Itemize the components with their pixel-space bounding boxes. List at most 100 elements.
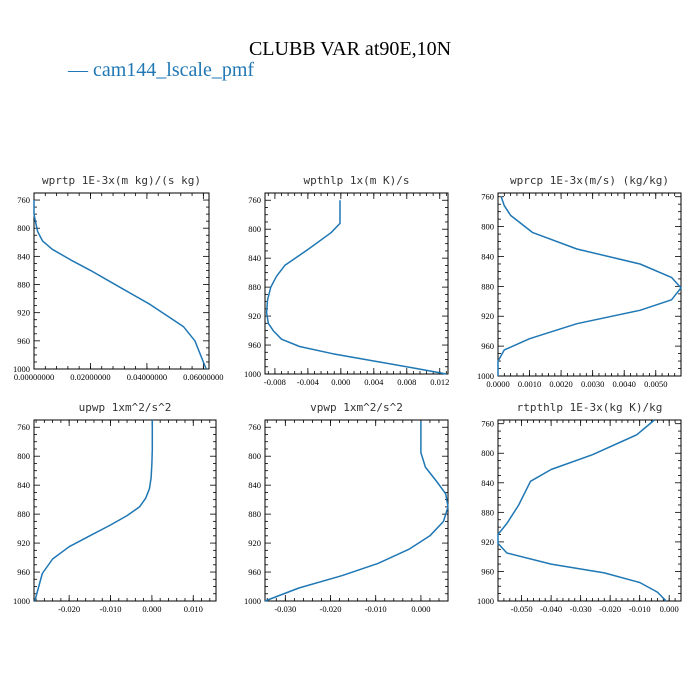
- y-tick-label: 920: [17, 538, 30, 548]
- x-tick-label: -0.010: [365, 604, 387, 614]
- panel-title: vpwp 1xm^2/s^2: [310, 401, 403, 414]
- y-tick-label: 920: [248, 538, 261, 548]
- x-tick-label: -0.030: [570, 604, 592, 614]
- y-tick-label: 760: [17, 195, 30, 205]
- y-tick-label: 1000: [13, 364, 30, 374]
- y-tick-label: 760: [248, 195, 261, 205]
- chart-panel: upwp 1xm^2/s^2 760 800 840 880 920 960 1000 -0.0…: [13, 401, 217, 614]
- y-tick-label: 880: [17, 280, 30, 290]
- x-tick-label: -0.040: [540, 604, 562, 614]
- y-tick-label: 920: [248, 311, 261, 321]
- panels: wprtp 1E-3x(m kg)/(s kg) 760 800 840 880 920 9…: [13, 174, 682, 614]
- y-tick-label: 1000: [244, 369, 261, 379]
- y-tick-label: 880: [481, 281, 494, 291]
- series-line: [34, 420, 154, 602]
- y-tick-label: 960: [248, 340, 261, 350]
- y-tick-label: 880: [248, 509, 261, 519]
- x-tick-label: 0.0050: [644, 379, 667, 389]
- y-tick-label: 920: [17, 308, 30, 318]
- x-tick-label: 0.0000: [486, 379, 509, 389]
- y-tick-label: 960: [481, 341, 494, 351]
- y-tick-label: 960: [248, 567, 261, 577]
- chart-panel: wpthlp 1x(m K)/s7608008408809209601000-0…: [244, 174, 449, 387]
- y-tick-label: 840: [17, 251, 30, 261]
- x-tick-label: 0.0020: [549, 379, 572, 389]
- panel-title: rtpthlp 1E-3x(kg K)/kg: [517, 401, 663, 414]
- plot-frame: [33, 192, 210, 370]
- y-tick-label: 960: [17, 336, 30, 346]
- x-tick-label: 0.0040: [613, 379, 636, 389]
- panel-title: wprtp 1E-3x(m kg)/(s kg): [42, 174, 201, 187]
- x-tick-label: 0.012: [430, 377, 449, 387]
- x-tick-label: 0.004: [364, 377, 384, 387]
- y-tick-label: 760: [481, 192, 494, 202]
- y-tick-label: 920: [481, 537, 494, 547]
- y-tick-label: 800: [481, 448, 494, 458]
- y-tick-label: 800: [17, 451, 30, 461]
- y-tick-label: 800: [248, 451, 261, 461]
- y-tick-label: 840: [248, 480, 261, 490]
- series-line: [497, 419, 667, 602]
- y-tick-label: 920: [481, 311, 494, 321]
- plot-frame: [497, 192, 682, 377]
- series-line: [265, 200, 447, 375]
- x-tick-label: 0.000: [331, 377, 350, 387]
- y-tick-label: 760: [17, 422, 30, 432]
- plot-frame: [33, 419, 217, 602]
- x-tick-label: 0.000: [411, 604, 430, 614]
- x-tick-label: 0.008: [397, 377, 416, 387]
- y-tick-label: 800: [481, 222, 494, 232]
- x-tick-label: -0.020: [320, 604, 342, 614]
- y-tick-label: 1000: [477, 596, 494, 606]
- y-tick-label: 1000: [244, 596, 261, 606]
- y-tick-label: 880: [481, 507, 494, 517]
- x-tick-label: 0.000: [142, 604, 161, 614]
- x-tick-label: 0.06000000: [183, 372, 223, 382]
- x-tick-label: -0.008: [264, 377, 286, 387]
- y-tick-label: 800: [17, 223, 30, 233]
- y-tick-label: 760: [248, 422, 261, 432]
- x-tick-label: 0.000: [660, 604, 679, 614]
- x-tick-label: -0.010: [100, 604, 122, 614]
- x-tick-label: -0.010: [629, 604, 651, 614]
- x-tick-label: -0.020: [58, 604, 80, 614]
- legend-label: — cam144_lscale_pmf: [67, 59, 254, 81]
- series-line: [497, 196, 682, 376]
- panel-title: wpthlp 1x(m K)/s: [304, 174, 410, 187]
- panel-title: wprcp 1E-3x(m/s) (kg/kg): [510, 174, 669, 187]
- plot-frame: [264, 192, 449, 375]
- y-tick-label: 1000: [13, 596, 30, 606]
- x-tick-label: 0.00000000: [14, 372, 54, 382]
- chart-panel: rtpthlp 1E-3x(kg K)/kg 760 800 840 880 920 960…: [477, 401, 682, 614]
- x-tick-label: 0.02000000: [70, 372, 110, 382]
- plot-frame: [497, 419, 682, 602]
- x-tick-label: -0.004: [297, 377, 320, 387]
- panel-title: upwp 1xm^2/s^2: [79, 401, 172, 414]
- x-tick-label: -0.020: [599, 604, 621, 614]
- y-tick-label: 840: [481, 478, 494, 488]
- chart-panel: wprtp 1E-3x(m kg)/(s kg) 760 800 840 880 920 9…: [13, 174, 224, 382]
- y-tick-label: 960: [17, 567, 30, 577]
- y-tick-label: 840: [481, 251, 494, 261]
- figure-title: CLUBB VAR at90E,10N: [249, 38, 451, 60]
- y-tick-label: 840: [248, 253, 261, 263]
- x-tick-label: 0.0030: [581, 379, 604, 389]
- x-tick-label: -0.050: [511, 604, 533, 614]
- y-tick-label: 880: [248, 282, 261, 292]
- y-tick-label: 800: [248, 224, 261, 234]
- chart-panel: wprcp 1E-3x(m/s) (kg/kg) 760 800 840 880 920 9…: [477, 174, 682, 389]
- y-tick-label: 960: [481, 566, 494, 576]
- chart-panel: vpwp 1xm^2/s^2 760 800 840 880 920 960 1000 -0.0…: [244, 401, 449, 614]
- x-tick-label: 0.04000000: [127, 372, 167, 382]
- y-tick-label: 840: [17, 480, 30, 490]
- y-tick-label: 1000: [477, 371, 494, 381]
- x-tick-label: 0.0010: [518, 379, 541, 389]
- x-tick-label: 0.010: [184, 604, 203, 614]
- x-tick-label: -0.030: [274, 604, 296, 614]
- series-line: [264, 421, 449, 602]
- series-line: [33, 200, 207, 370]
- plot-frame: [264, 419, 449, 602]
- y-tick-label: 760: [481, 419, 494, 429]
- y-tick-label: 880: [17, 509, 30, 519]
